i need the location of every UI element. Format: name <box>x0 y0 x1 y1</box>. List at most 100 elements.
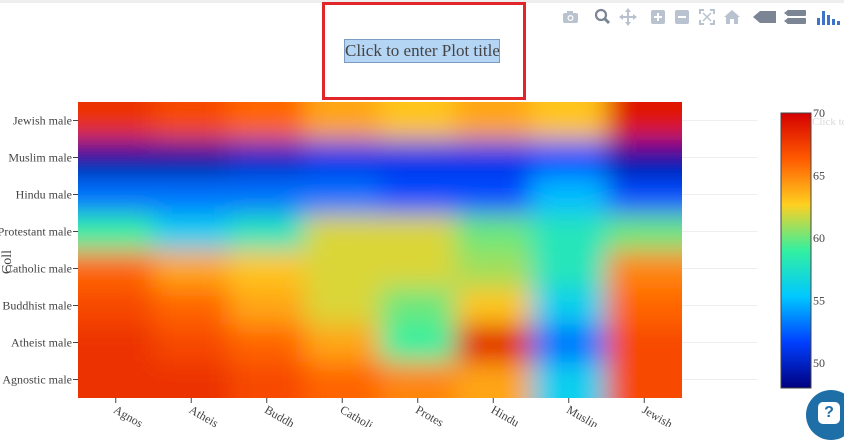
y-tick-label: Buddhist male <box>2 299 72 313</box>
ghost-hint-text: Click to enter <box>812 116 844 128</box>
title-highlight-box <box>322 2 526 100</box>
heatmap-cell[interactable] <box>606 72 714 140</box>
heatmap-cell[interactable] <box>153 176 231 214</box>
top-divider <box>0 0 844 3</box>
heatmap-cell[interactable] <box>380 213 457 251</box>
colorbar: 50 55 60 65 70 <box>780 106 825 389</box>
heatmap-cell[interactable] <box>48 250 155 288</box>
zoom-out-icon[interactable] <box>672 8 692 26</box>
heatmap-cell[interactable] <box>380 72 457 140</box>
heatmap-cell[interactable] <box>153 213 231 251</box>
heatmap-cell[interactable] <box>304 250 382 288</box>
colorbar-tick-label: 60 <box>813 231 825 245</box>
heatmap-cell[interactable] <box>531 324 608 362</box>
x-tick-label: Buddh <box>262 402 297 427</box>
heatmap-cell[interactable] <box>455 176 533 214</box>
heatmap-cell[interactable] <box>304 361 382 427</box>
heatmap-cell[interactable] <box>229 213 306 251</box>
heatmap-cell[interactable] <box>48 213 155 251</box>
heatmap-cell[interactable] <box>229 176 306 214</box>
heatmap-cell[interactable] <box>304 213 382 251</box>
plotly-logo-icon[interactable] <box>816 8 840 26</box>
y-tick-label: Agnostic male <box>2 373 72 387</box>
colorbar-tick-label: 50 <box>813 356 825 370</box>
colorbar-tick-label: 65 <box>813 169 825 183</box>
x-tick-label: Agnos <box>111 402 145 427</box>
heatmap-cell[interactable] <box>48 361 155 427</box>
heatmap-cell[interactable] <box>229 250 306 288</box>
heatmap-cell[interactable] <box>153 139 231 177</box>
heatmap-cell[interactable] <box>48 72 155 140</box>
heatmap-cell[interactable] <box>455 139 533 177</box>
y-tick-label: Muslim male <box>8 151 72 165</box>
heatmap-cell[interactable] <box>606 213 714 251</box>
heatmap-cell[interactable] <box>304 324 382 362</box>
heatmap-cell[interactable] <box>229 139 306 177</box>
heatmap-cell[interactable] <box>531 361 608 427</box>
heatmap-cell[interactable] <box>48 324 155 362</box>
heatmap-cell[interactable] <box>531 250 608 288</box>
heatmap-cell[interactable] <box>380 139 457 177</box>
y-tick-label: Hindu male <box>16 188 72 202</box>
modebar <box>560 8 844 26</box>
heatmap-cell[interactable] <box>531 139 608 177</box>
heatmap-cell[interactable] <box>606 361 714 427</box>
heatmap-cell[interactable] <box>606 176 714 214</box>
heatmap-cell[interactable] <box>455 287 533 325</box>
heatmap-area <box>48 72 714 427</box>
x-tick-label: Muslin <box>564 402 600 427</box>
heatmap-cell[interactable] <box>531 72 608 140</box>
heatmap-cell[interactable] <box>229 287 306 325</box>
heatmap-cell[interactable] <box>304 287 382 325</box>
heatmap-cell[interactable] <box>606 287 714 325</box>
heatmap-cell[interactable] <box>48 176 155 214</box>
heatmap-cell[interactable] <box>531 213 608 251</box>
heatmap-cell[interactable] <box>153 250 231 288</box>
heatmap-cell[interactable] <box>380 361 457 427</box>
heatmap-cell[interactable] <box>606 324 714 362</box>
heatmap-cell[interactable] <box>304 72 382 140</box>
heatmap-cell[interactable] <box>380 176 457 214</box>
heatmap-cell[interactable] <box>229 72 306 140</box>
heatmap-cell[interactable] <box>455 213 533 251</box>
heatmap-cell[interactable] <box>229 361 306 427</box>
colorbar-gradient <box>780 112 812 389</box>
colorbar-tick-label: 55 <box>813 294 825 308</box>
autoscale-icon[interactable] <box>697 8 717 26</box>
heatmap-cell[interactable] <box>304 176 382 214</box>
heatmap-cell[interactable] <box>153 361 231 427</box>
x-tick-label: Jewish <box>640 402 675 427</box>
heatmap-cell[interactable] <box>153 324 231 362</box>
heatmap-cell[interactable] <box>455 324 533 362</box>
zoom-in-icon[interactable] <box>648 8 668 26</box>
heatmap-cell[interactable] <box>48 139 155 177</box>
heatmap-cell[interactable] <box>531 176 608 214</box>
zoom-icon[interactable] <box>593 8 613 26</box>
heatmap-cell[interactable] <box>455 250 533 288</box>
heatmap-cell[interactable] <box>606 139 714 177</box>
y-tick-label: Catholic male <box>5 262 72 276</box>
heatmap-cell[interactable] <box>606 250 714 288</box>
heatmap-cell[interactable] <box>304 139 382 177</box>
pan-icon[interactable] <box>618 8 638 26</box>
x-tick-label: Protes <box>413 402 446 427</box>
spike-lines-icon[interactable] <box>752 8 778 26</box>
heatmap-cell[interactable] <box>455 72 533 140</box>
heatmap-cell[interactable] <box>153 72 231 140</box>
heatmap-cell[interactable] <box>229 324 306 362</box>
heatmap-cell[interactable] <box>380 287 457 325</box>
camera-icon[interactable] <box>561 8 581 26</box>
heatmap-cell[interactable] <box>153 287 231 325</box>
heatmap-cell[interactable] <box>380 324 457 362</box>
compare-hover-icon[interactable] <box>784 8 808 26</box>
y-axis: Agnostic male Atheist male Buddhist male Ca… <box>0 114 78 387</box>
heatmap-cell[interactable] <box>48 287 155 325</box>
plot-title[interactable]: Click to enter Plot title <box>344 39 500 63</box>
heatmap-cell[interactable] <box>380 250 457 288</box>
heatmap-cell[interactable] <box>531 287 608 325</box>
home-icon[interactable] <box>722 8 742 26</box>
y-axis-title[interactable]: Coll <box>0 250 15 274</box>
colorbar-tick-label: 70 <box>813 106 825 120</box>
help-button[interactable]: ? <box>806 390 844 440</box>
heatmap-cell[interactable] <box>455 361 533 427</box>
